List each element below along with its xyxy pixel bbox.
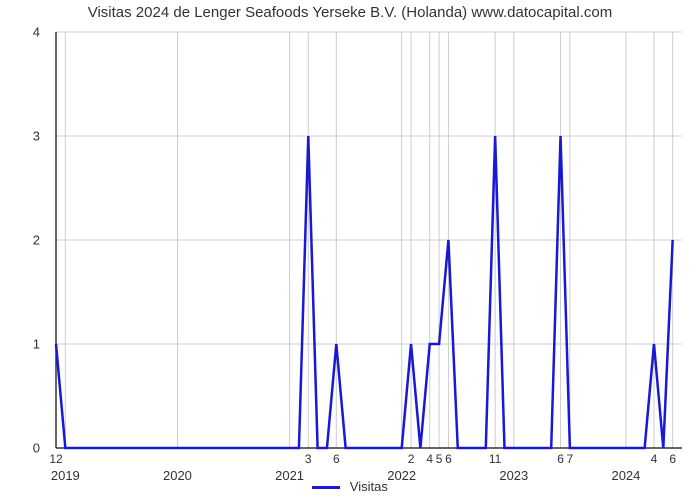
- x-tick-minor: 12: [49, 452, 62, 466]
- x-tick-minor: 6: [669, 452, 676, 466]
- y-tick-label: 1: [0, 337, 40, 352]
- x-tick-minor: 6: [445, 452, 452, 466]
- y-tick-label: 4: [0, 25, 40, 40]
- legend: Visitas: [0, 479, 700, 494]
- x-tick-minor: 6: [333, 452, 340, 466]
- x-tick-minor: 5: [436, 452, 443, 466]
- chart-plot: [46, 30, 686, 450]
- x-tick-minor: 3: [305, 452, 312, 466]
- x-tick-minor: 4: [651, 452, 658, 466]
- x-tick-minor: 6: [557, 452, 564, 466]
- y-tick-label: 2: [0, 233, 40, 248]
- legend-label: Visitas: [350, 479, 388, 494]
- y-tick-label: 0: [0, 441, 40, 456]
- x-tick-minor: 11: [489, 452, 501, 466]
- chart-title: Visitas 2024 de Lenger Seafoods Yerseke …: [0, 0, 700, 21]
- legend-swatch: [312, 486, 340, 489]
- x-tick-minor: 2: [408, 452, 415, 466]
- x-tick-minor: 4: [426, 452, 433, 466]
- y-tick-label: 3: [0, 129, 40, 144]
- x-tick-minor: 7: [567, 452, 574, 466]
